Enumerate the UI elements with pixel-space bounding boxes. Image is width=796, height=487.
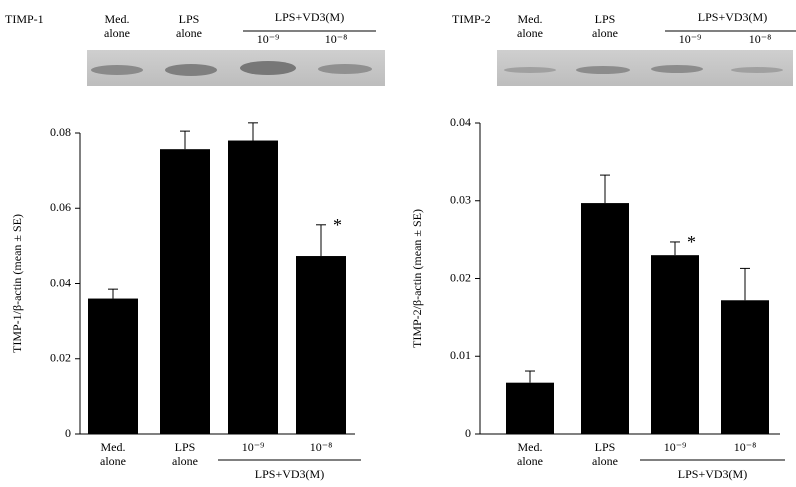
error-bar — [670, 241, 680, 256]
y-tick-label: 0.04 — [450, 115, 471, 129]
blot-band — [91, 65, 143, 75]
y-tick-label: 0.06 — [50, 200, 71, 214]
x-tick-label: 10⁻⁸ — [309, 440, 333, 454]
y-tick-label: 0.01 — [450, 348, 471, 362]
x-tick-label: LPS alone — [592, 440, 618, 468]
blot-group-label: LPS+VD3(M) — [698, 10, 767, 24]
blot-lane-label: 10⁻⁸ — [748, 32, 772, 46]
x-tick-label: 10⁻⁸ — [733, 440, 757, 454]
y-axis-label: TIMP-1/β-actin (mean ± SE) — [10, 214, 24, 353]
x-tick-label: Med. alone — [100, 440, 126, 468]
bar — [651, 255, 699, 434]
blot-lane-label: LPS alone — [592, 12, 618, 40]
y-tick-label: 0.02 — [50, 351, 71, 365]
blot-band — [165, 64, 217, 76]
y-tick-label: 0.03 — [450, 193, 471, 207]
x-tick-label: Med. alone — [517, 440, 543, 468]
y-tick-label: 0.04 — [50, 275, 71, 289]
blot-band — [504, 67, 556, 73]
error-bar — [740, 267, 750, 301]
significance-mark: * — [687, 232, 696, 252]
blot-band — [318, 64, 372, 74]
error-bar — [180, 130, 190, 150]
blot-group-label: LPS+VD3(M) — [275, 10, 344, 24]
error-bar — [600, 174, 610, 204]
blot-band — [576, 66, 630, 74]
blot-lane-label: Med. alone — [104, 12, 130, 40]
blot-lane-label: LPS alone — [176, 12, 202, 40]
blot-lane-label: Med. alone — [517, 12, 543, 40]
y-tick-label: 0.08 — [50, 125, 71, 139]
blot-band — [651, 65, 703, 73]
group-label: LPS+VD3(M) — [255, 467, 324, 481]
blot-band — [240, 61, 296, 75]
blot-label: TIMP-2 — [452, 12, 491, 26]
error-bar — [316, 224, 326, 257]
bar — [160, 149, 210, 434]
error-bar — [248, 122, 258, 141]
bar — [88, 298, 138, 434]
bar — [721, 300, 769, 434]
bar — [228, 140, 278, 434]
blot-lane-label: 10⁻⁹ — [256, 32, 280, 46]
blot-lane-label: 10⁻⁹ — [678, 32, 702, 46]
blot-label: TIMP-1 — [5, 12, 44, 26]
y-axis-label: TIMP-2/β-actin (mean ± SE) — [410, 209, 424, 348]
blot-band — [731, 67, 783, 73]
x-tick-label: LPS alone — [172, 440, 198, 468]
bar — [296, 256, 346, 434]
significance-mark: * — [333, 215, 342, 235]
blot-lane-label: 10⁻⁸ — [324, 32, 348, 46]
x-tick-label: 10⁻⁹ — [663, 440, 687, 454]
bar — [581, 203, 629, 434]
bar — [506, 382, 554, 434]
y-tick-label: 0 — [465, 426, 471, 440]
x-tick-label: 10⁻⁹ — [241, 440, 265, 454]
error-bar — [525, 370, 535, 383]
y-tick-label: 0.02 — [450, 270, 471, 284]
error-bar — [108, 288, 118, 299]
y-tick-label: 0 — [65, 426, 71, 440]
group-label: LPS+VD3(M) — [678, 467, 747, 481]
